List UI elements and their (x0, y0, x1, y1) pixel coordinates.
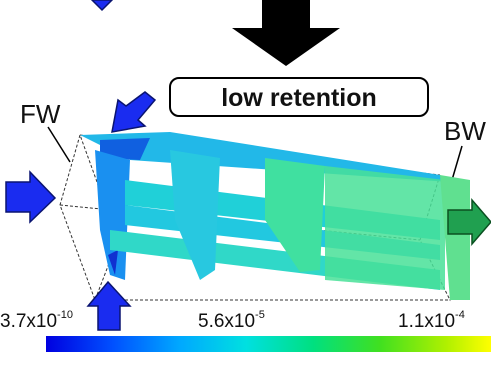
fw-label: FW (20, 99, 61, 129)
cb-min-base: 3.7x10 (0, 311, 57, 332)
arrow (92, 0, 112, 10)
cb-mid-exp: -5 (255, 309, 265, 321)
cb-mid-base: 5.6x10 (198, 311, 255, 332)
color-bar (46, 336, 491, 352)
bw-label: BW (444, 116, 486, 146)
cb-min-exp: -10 (57, 309, 73, 321)
bw-leader (452, 146, 462, 180)
fw-leader (48, 127, 70, 162)
down-arrow (232, 0, 340, 66)
cb-mid: 5.6x10-5 (198, 309, 265, 332)
figure: low retention FW BW 3.7x10-10 5.6x10-5 1… (0, 0, 491, 385)
cb-max: 1.1x10-4 (398, 309, 465, 332)
box-label: low retention (221, 84, 377, 112)
cb-max-base: 1.1x10 (398, 311, 455, 332)
structure (80, 132, 470, 300)
cb-min: 3.7x10-10 (0, 309, 73, 332)
cb-max-exp: -4 (455, 309, 465, 321)
